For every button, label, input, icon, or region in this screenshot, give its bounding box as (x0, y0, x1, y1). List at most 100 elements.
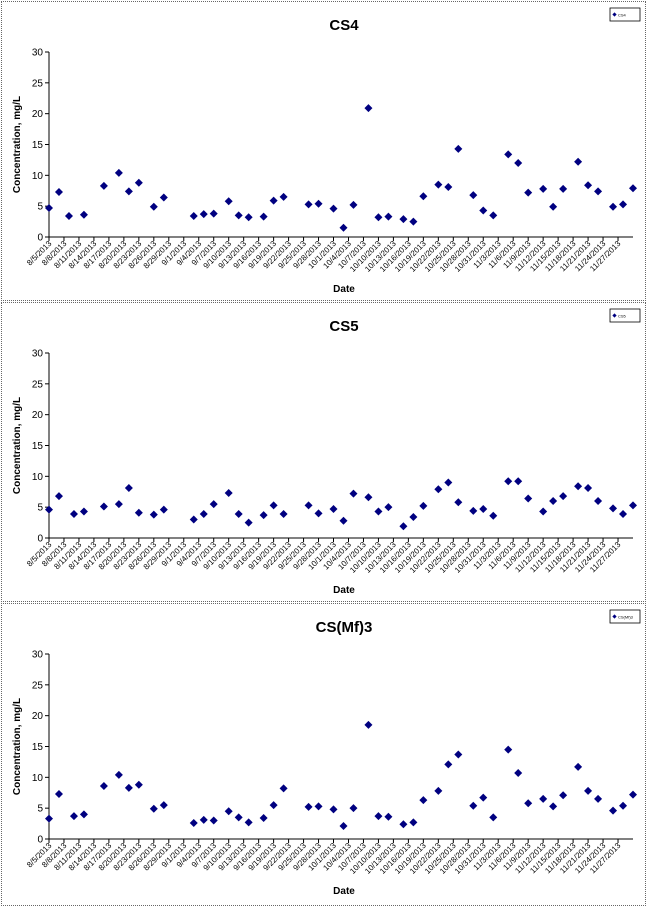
data-point (189, 212, 198, 221)
data-point (314, 802, 323, 811)
y-tick-label: 0 (37, 835, 43, 846)
data-point (489, 211, 498, 220)
legend: CS(Mf)3 (609, 609, 641, 624)
data-point (79, 810, 88, 819)
x-axis-title: Date (333, 886, 355, 897)
chart-title: CS(Mf)3 (316, 619, 373, 636)
chart-cs5: CS5CS50510152025308/5/20138/8/20138/11/2… (12, 308, 641, 596)
data-point (434, 485, 443, 494)
data-point (244, 213, 253, 222)
data-point (189, 515, 198, 524)
data-point (54, 789, 63, 798)
data-point (134, 780, 143, 789)
data-point (234, 813, 243, 822)
data-point (149, 202, 158, 211)
data-point (149, 510, 158, 519)
data-point (374, 812, 383, 821)
data-point (594, 497, 603, 505)
data-point (479, 206, 488, 215)
data-point (329, 805, 338, 814)
y-tick-label: 15 (32, 742, 44, 753)
data-point (399, 522, 408, 531)
data-point (314, 509, 323, 518)
y-tick-label: 20 (32, 410, 44, 421)
data-point (45, 814, 53, 823)
y-axis-title: Concentration, mg/L (12, 698, 23, 795)
data-point (304, 802, 313, 811)
data-point (549, 497, 558, 505)
legend-box (609, 308, 641, 323)
data-point (384, 212, 393, 221)
data-point (629, 184, 637, 193)
data-point (399, 820, 408, 829)
data-point (364, 493, 373, 502)
data-point (364, 720, 373, 729)
data-point (454, 144, 463, 153)
x-axis-title: Date (333, 585, 355, 596)
data-point (259, 511, 268, 520)
x-axis-title: Date (333, 284, 355, 295)
data-point (124, 484, 133, 493)
data-point (199, 815, 208, 824)
data-point (134, 178, 143, 187)
data-point (114, 168, 123, 177)
data-point (409, 513, 418, 522)
data-point (269, 196, 278, 205)
data-point (234, 211, 243, 220)
data-point (159, 193, 168, 202)
data-point (409, 818, 418, 827)
data-point (399, 215, 408, 224)
y-tick-label: 15 (32, 441, 44, 452)
chart-cs4: CS4CS40510152025308/5/20138/8/20138/11/2… (12, 7, 641, 295)
data-point (329, 505, 338, 514)
data-point (419, 501, 428, 510)
y-tick-label: 10 (32, 171, 44, 182)
data-point (339, 822, 348, 831)
chart-panel-csmf3: CS(Mf)3 CS(Mf)3 0 5 10 15 20 25 30 8/5/2013 8/8/20… (1, 603, 646, 906)
data-point (69, 509, 78, 518)
data-point (279, 192, 288, 201)
data-point (54, 187, 63, 196)
data-point (209, 209, 218, 218)
data-point (629, 790, 637, 799)
data-point (269, 801, 278, 810)
chart-panel-cs4: CS4 CS4 0 5 10 15 20 25 30 8/5/2013 8/8/2013 8/11/2… (1, 1, 646, 301)
data-point (269, 501, 278, 510)
data-point (559, 492, 568, 501)
data-point (384, 812, 393, 821)
data-point (45, 204, 53, 213)
data-point (124, 783, 133, 792)
data-point (434, 180, 443, 189)
data-point (549, 802, 558, 811)
y-tick-label: 25 (32, 78, 44, 89)
data-point (539, 184, 548, 193)
data-point (609, 202, 618, 211)
y-tick-label: 0 (37, 534, 43, 545)
legend-label: CS4 (618, 13, 627, 18)
data-point (224, 488, 233, 497)
data-point (419, 192, 428, 201)
data-point (454, 498, 463, 507)
y-tick-label: 25 (32, 680, 44, 691)
data-point (444, 183, 453, 192)
data-point (469, 801, 478, 810)
y-tick-label: 30 (32, 349, 44, 360)
data-point (409, 217, 418, 226)
data-point (259, 814, 268, 823)
data-point (574, 482, 583, 491)
data-point (304, 501, 313, 510)
legend: CS5 (609, 308, 641, 323)
data-point (224, 807, 233, 816)
data-point (469, 506, 478, 515)
data-point (539, 794, 548, 803)
data-point (419, 796, 428, 805)
data-point (99, 781, 108, 790)
data-point (314, 199, 323, 208)
legend-box (609, 7, 641, 22)
data-point (124, 187, 133, 196)
data-point (444, 760, 453, 769)
legend: CS4 (609, 7, 641, 22)
data-point (539, 507, 548, 516)
data-point (444, 478, 453, 487)
